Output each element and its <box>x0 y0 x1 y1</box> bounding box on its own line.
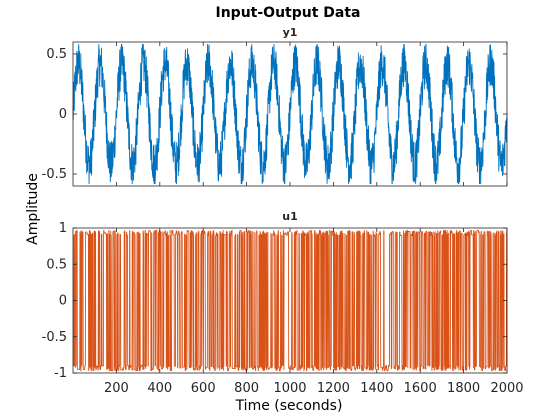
signal-line-y1 <box>72 43 508 185</box>
subplot-y1-title: y1 <box>283 26 298 39</box>
y-tick-label: 0.5 <box>46 47 67 62</box>
y-axis-label: Amplitude <box>25 173 41 245</box>
u1-signal <box>72 229 508 372</box>
x-tick-label: 1000 <box>273 381 306 396</box>
x-tick-label: 200 <box>104 381 129 396</box>
y-tick-label: 0 <box>59 294 67 309</box>
y-tick-label: 0 <box>59 107 67 122</box>
x-tick-label: 400 <box>147 381 172 396</box>
x-tick-label: 800 <box>234 381 259 396</box>
figure-title: Input-Output Data <box>216 5 361 21</box>
y-tick-label: -0.5 <box>42 330 67 345</box>
y-tick-label: -1 <box>54 366 67 381</box>
subplot-y1-ticks: 0.5 0 -0.5 <box>42 42 508 186</box>
subplot-u1-title: u1 <box>282 210 298 223</box>
x-axis-ticks: 200 400 600 800 1000 1200 1400 1600 1800 2000 <box>104 381 524 396</box>
y-tick-label: -0.5 <box>42 167 67 182</box>
y1-signal <box>72 43 508 185</box>
x-axis-label: Time (seconds) <box>235 398 343 414</box>
subplot-u1-ticks: 1 0.5 0 -0.5 -1 <box>42 221 508 381</box>
x-tick-label: 600 <box>191 381 216 396</box>
x-tick-label: 1400 <box>360 381 393 396</box>
y-tick-label: 1 <box>59 221 67 236</box>
x-tick-label: 1800 <box>447 381 480 396</box>
subplot-u1: u1 10.50-0.5-1 200 400 600 800 1000 1200 1400 1… <box>42 210 524 396</box>
x-tick-label: 1600 <box>404 381 437 396</box>
x-tick-label: 2000 <box>490 381 523 396</box>
y-tick-label: 0.5 <box>46 257 67 272</box>
signal-line-u1 <box>72 229 508 372</box>
subplot-y1: y1 0.5 0 -0.5 <box>42 26 508 187</box>
x-tick-label: 1200 <box>317 381 350 396</box>
